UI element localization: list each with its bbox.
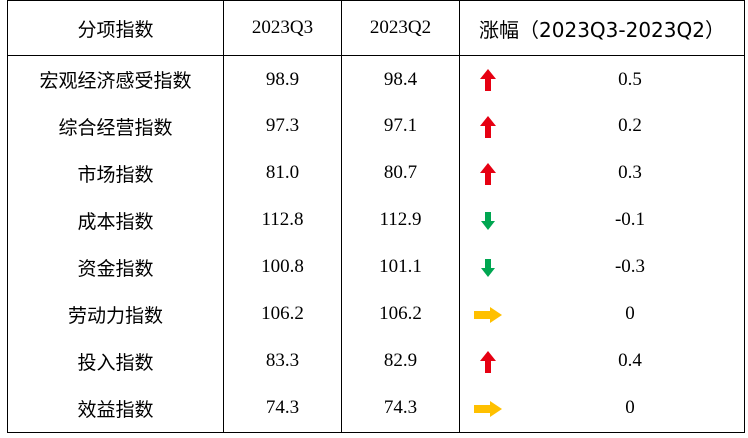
index-name-cell: 综合经营指数 xyxy=(7,103,224,150)
header-name: 分项指数 xyxy=(7,0,224,56)
q2-value-cell: 97.1 xyxy=(341,103,460,150)
q3-value-cell: 98.9 xyxy=(223,55,342,103)
trend-cell xyxy=(459,243,516,291)
change-value-cell: -0.1 xyxy=(516,196,745,244)
table-row: 投入指数 83.3 82.9 0.4 xyxy=(7,337,745,385)
trend-cell xyxy=(459,290,516,338)
q3-value-cell: 83.3 xyxy=(223,337,342,385)
q3-value-cell: 100.8 xyxy=(223,243,342,291)
change-value-cell: 0.3 xyxy=(516,149,745,197)
q3-value-cell: 97.3 xyxy=(223,103,342,150)
green-down-arrow-icon xyxy=(481,212,495,231)
header-2023q3: 2023Q3 xyxy=(223,0,342,56)
red-up-arrow-icon xyxy=(480,162,496,185)
q3-value-cell: 106.2 xyxy=(223,290,342,338)
q2-value-cell: 101.1 xyxy=(341,243,460,291)
change-value-cell: 0.4 xyxy=(516,337,745,385)
q2-value-cell: 80.7 xyxy=(341,149,460,197)
red-up-arrow-icon xyxy=(480,115,496,138)
trend-cell xyxy=(459,196,516,244)
table-row: 综合经营指数 97.3 97.1 0.2 xyxy=(7,103,745,150)
table-row: 成本指数 112.8 112.9 -0.1 xyxy=(7,196,745,244)
trend-cell xyxy=(459,55,516,103)
yellow-right-arrow-icon xyxy=(474,401,502,418)
change-value-cell: 0 xyxy=(516,384,745,433)
header-2023q2: 2023Q2 xyxy=(341,0,460,56)
trend-cell xyxy=(459,149,516,197)
index-name-cell: 资金指数 xyxy=(7,243,224,291)
change-value-cell: 0.2 xyxy=(516,103,745,150)
q2-value-cell: 82.9 xyxy=(341,337,460,385)
change-value-cell: 0 xyxy=(516,290,745,338)
yellow-right-arrow-icon xyxy=(474,307,502,324)
trend-cell xyxy=(459,103,516,150)
index-name-cell: 效益指数 xyxy=(7,384,224,433)
q2-value-cell: 106.2 xyxy=(341,290,460,338)
red-up-arrow-icon xyxy=(480,350,496,373)
trend-cell xyxy=(459,384,516,433)
q2-value-cell: 98.4 xyxy=(341,55,460,103)
table-row: 市场指数 81.0 80.7 0.3 xyxy=(7,149,745,197)
table-row: 效益指数 74.3 74.3 0 xyxy=(7,384,745,433)
trend-cell xyxy=(459,337,516,385)
q3-value-cell: 112.8 xyxy=(223,196,342,244)
header-change: 涨幅（2023Q3-2023Q2） xyxy=(459,0,745,56)
red-up-arrow-icon xyxy=(480,68,496,91)
q3-value-cell: 74.3 xyxy=(223,384,342,433)
table-row: 资金指数 100.8 101.1 -0.3 xyxy=(7,243,745,291)
change-value-cell: -0.3 xyxy=(516,243,745,291)
index-name-cell: 成本指数 xyxy=(7,196,224,244)
index-name-cell: 市场指数 xyxy=(7,149,224,197)
table-row: 宏观经济感受指数 98.9 98.4 0.5 xyxy=(7,55,745,103)
sub-index-table: 分项指数 2023Q3 2023Q2 涨幅（2023Q3-2023Q2） 宏观经… xyxy=(7,0,745,433)
green-down-arrow-icon xyxy=(481,259,495,278)
q2-value-cell: 74.3 xyxy=(341,384,460,433)
index-name-cell: 宏观经济感受指数 xyxy=(7,55,224,103)
header-row: 分项指数 2023Q3 2023Q2 涨幅（2023Q3-2023Q2） xyxy=(7,0,745,56)
q2-value-cell: 112.9 xyxy=(341,196,460,244)
index-name-cell: 投入指数 xyxy=(7,337,224,385)
change-value-cell: 0.5 xyxy=(516,55,745,103)
table-row: 劳动力指数 106.2 106.2 0 xyxy=(7,290,745,338)
header-change-label: 涨幅（2023Q3-2023Q2） xyxy=(479,17,725,42)
index-name-cell: 劳动力指数 xyxy=(7,290,224,338)
q3-value-cell: 81.0 xyxy=(223,149,342,197)
